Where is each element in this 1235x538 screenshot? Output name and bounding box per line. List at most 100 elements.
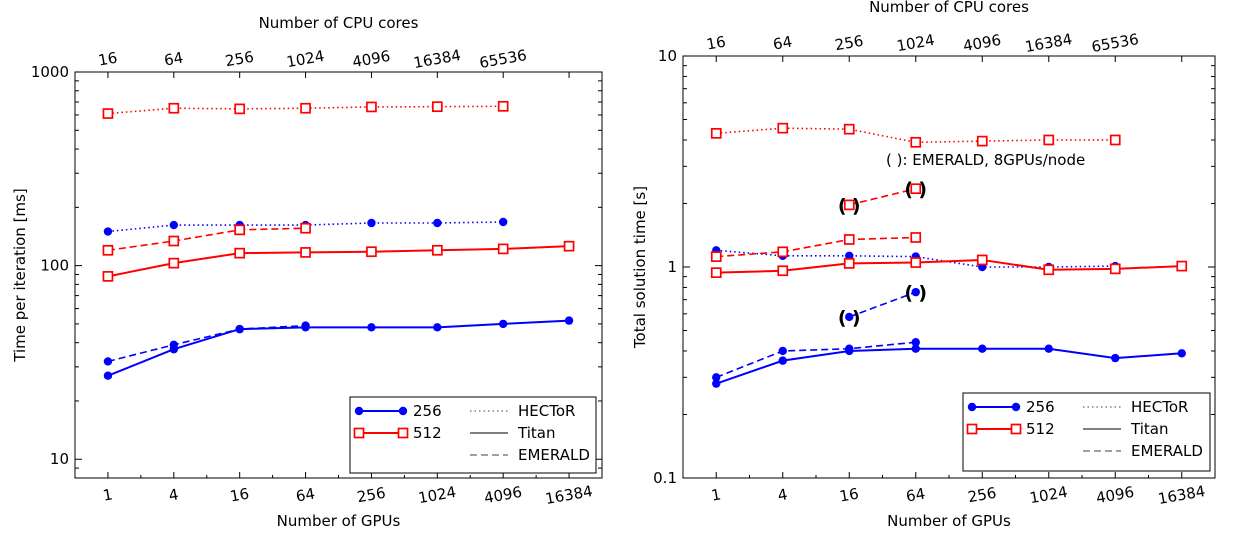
series-line <box>848 291 917 318</box>
data-point <box>431 244 443 256</box>
paren-open: ( <box>838 307 847 329</box>
data-point <box>843 258 855 269</box>
data-point <box>169 220 179 230</box>
data-point <box>103 371 113 380</box>
data-point <box>978 344 987 353</box>
data-point <box>563 240 575 252</box>
data-point <box>843 199 855 211</box>
legend-marker <box>354 406 364 416</box>
data-point <box>564 316 574 325</box>
y-tick-label: 1 <box>667 258 677 276</box>
top-tick-label: 16384 <box>1024 30 1074 56</box>
x-tick-label: 16384 <box>1157 482 1207 508</box>
legend-marker <box>966 423 978 435</box>
series-512-hector <box>102 100 509 119</box>
data-point <box>102 108 114 119</box>
data-point <box>235 324 244 334</box>
top-tick-label: 64 <box>772 32 794 53</box>
chart-panel-1: 1 4 16 64 256 1024 4096 16384 16 64 256 1024 4096 163… <box>11 14 603 530</box>
data-point <box>102 271 114 282</box>
x-tick-label: 16 <box>838 484 860 505</box>
series-256-emerald <box>103 321 310 366</box>
data-point <box>300 102 311 114</box>
data-point <box>976 254 988 266</box>
data-point <box>777 265 789 277</box>
x-tick-label: 1024 <box>417 483 458 507</box>
paren-close: ) <box>918 179 927 201</box>
data-point <box>845 344 854 353</box>
data-point <box>367 218 376 228</box>
series-512-titan <box>710 254 1188 279</box>
series-line <box>107 227 306 252</box>
legend: 256 512 HECToR Titan EMERALD <box>349 396 597 474</box>
data-point <box>497 243 509 255</box>
data-point <box>911 287 920 297</box>
data-point <box>366 246 377 258</box>
paren-close: ) <box>852 307 861 329</box>
data-point <box>431 101 443 113</box>
x-tick-label: 1 <box>710 485 723 504</box>
series-line <box>716 258 1182 274</box>
data-point <box>911 344 920 353</box>
legend-size-label: 512 <box>1026 420 1055 438</box>
data-point <box>1043 134 1055 146</box>
data-point <box>168 257 180 269</box>
legend-machine-label: Titan <box>517 424 555 442</box>
data-point <box>1111 353 1120 363</box>
x-axis-label: Number of GPUs <box>887 512 1011 530</box>
x-tick-label: 64 <box>905 484 927 505</box>
x-tick-label: 16384 <box>544 482 594 508</box>
x-tick-label: 1 <box>102 485 115 504</box>
series-512-hector <box>710 122 1121 148</box>
data-point <box>103 227 113 236</box>
series-256-emerald <box>712 338 920 382</box>
legend-marker <box>1010 423 1022 435</box>
legend-machine-label: EMERALD <box>518 446 590 464</box>
legend-marker <box>353 427 365 439</box>
x-tick-label: 4096 <box>483 483 524 507</box>
data-point <box>778 346 787 356</box>
data-point <box>497 100 509 112</box>
data-point <box>1176 260 1188 272</box>
chart-panel-2: 1 4 16 64 256 1024 4096 16384 16 64 256 1024 4096 163… <box>631 0 1216 530</box>
data-point <box>301 321 310 330</box>
x-tick-label: 4 <box>776 485 789 504</box>
top-tick-label: 16 <box>97 48 119 69</box>
data-point <box>911 338 920 347</box>
top-axis-label: Number of CPU cores <box>869 0 1029 16</box>
legend-marker <box>397 427 409 439</box>
data-point <box>712 379 721 388</box>
top-tick-label: 65536 <box>478 46 528 72</box>
series-line <box>715 347 1182 385</box>
data-point <box>102 244 114 256</box>
top-tick-label: 4096 <box>962 31 1003 55</box>
top-tick-label: 4096 <box>351 47 392 71</box>
data-point <box>168 235 180 247</box>
data-point <box>712 373 721 382</box>
top-tick-label: 64 <box>163 48 185 69</box>
data-point <box>498 319 508 329</box>
legend-marker <box>967 402 977 412</box>
data-point <box>1044 344 1053 353</box>
x-tick-label: 256 <box>356 484 387 507</box>
series-line <box>715 341 916 379</box>
data-point <box>843 123 855 135</box>
legend: 256 512 HECToR Titan EMERALD <box>962 392 1211 472</box>
series-256-emerald-8gpus-node: ()() <box>838 282 927 329</box>
paren-close: ) <box>852 195 861 217</box>
data-point <box>366 101 377 113</box>
data-point <box>103 357 113 366</box>
paren-open: ( <box>904 282 913 304</box>
y-axis-label: Total solution time [s] <box>631 186 649 349</box>
data-point <box>976 135 988 147</box>
y-axis-label: Time per iteration [ms] <box>11 188 29 362</box>
series-512-titan <box>102 240 575 282</box>
data-point <box>1109 263 1121 275</box>
legend-frame <box>349 396 597 474</box>
y-tick-label: 1000 <box>31 63 69 81</box>
data-point <box>433 323 442 332</box>
x-tick-label: 64 <box>294 484 316 505</box>
data-point <box>845 312 854 322</box>
data-point <box>1109 134 1121 146</box>
